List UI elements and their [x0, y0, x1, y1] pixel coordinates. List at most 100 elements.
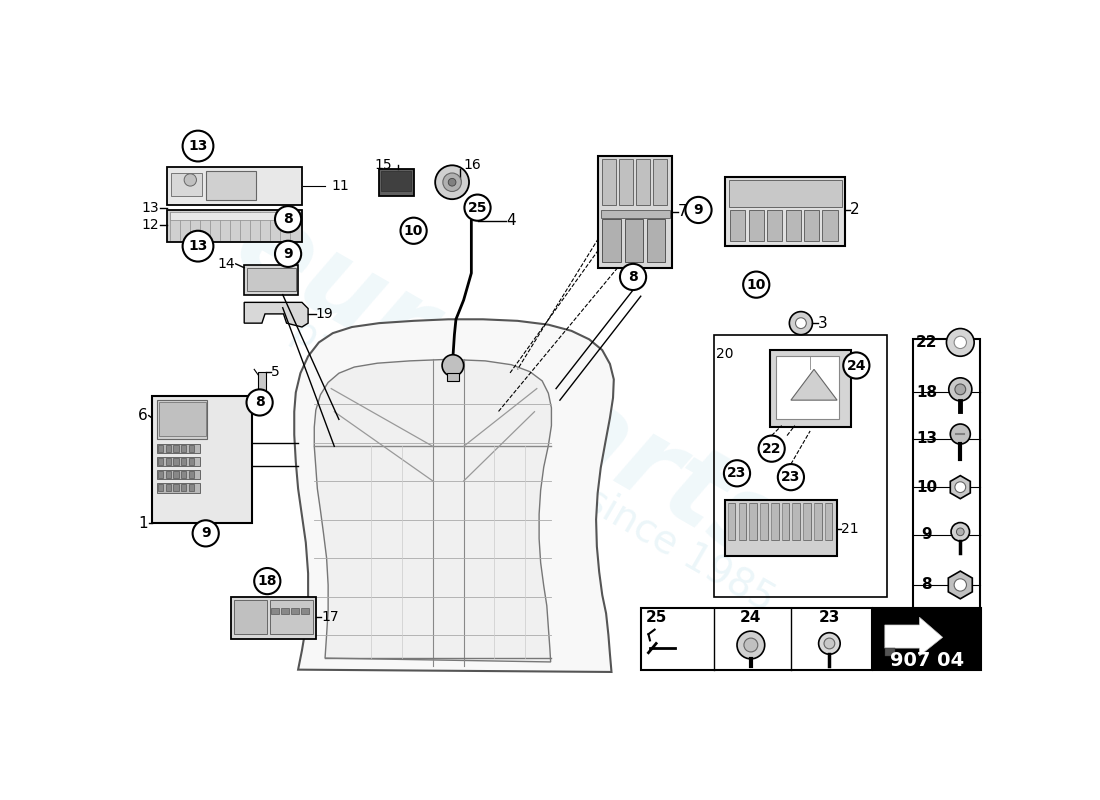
Bar: [166, 458, 172, 465]
Polygon shape: [244, 302, 308, 327]
Bar: [157, 400, 207, 438]
Text: 12: 12: [142, 218, 160, 232]
Text: 8: 8: [255, 395, 264, 410]
Bar: [749, 502, 757, 539]
Text: 9: 9: [694, 203, 703, 217]
Bar: [246, 268, 296, 291]
Bar: [378, 169, 414, 196]
Circle shape: [954, 336, 967, 349]
Text: 18: 18: [916, 385, 937, 400]
Bar: [234, 599, 266, 634]
Text: 14: 14: [218, 257, 235, 271]
Text: 3: 3: [818, 316, 827, 330]
Bar: [301, 608, 309, 614]
Text: 13: 13: [188, 139, 208, 153]
Text: 9: 9: [201, 526, 210, 540]
Bar: [776, 356, 838, 419]
Bar: [174, 445, 178, 452]
Text: 7: 7: [678, 204, 688, 219]
Bar: [292, 608, 299, 614]
Text: 10: 10: [747, 278, 766, 292]
Text: 9: 9: [921, 527, 932, 542]
Bar: [640, 608, 871, 670]
Text: 25: 25: [468, 201, 487, 214]
Circle shape: [442, 354, 464, 376]
Text: 22: 22: [915, 335, 937, 350]
Circle shape: [400, 218, 427, 244]
Circle shape: [778, 464, 804, 490]
Circle shape: [744, 271, 769, 298]
Bar: [603, 219, 620, 262]
Polygon shape: [950, 476, 970, 498]
Text: 8: 8: [283, 212, 293, 226]
Bar: [206, 170, 255, 200]
Polygon shape: [791, 370, 837, 400]
Text: 8: 8: [921, 578, 932, 593]
Text: 22: 22: [762, 442, 781, 456]
Text: 11: 11: [331, 179, 349, 193]
Bar: [653, 159, 667, 206]
Circle shape: [449, 178, 456, 186]
Bar: [182, 445, 186, 452]
Bar: [244, 266, 298, 294]
Polygon shape: [884, 648, 895, 656]
Bar: [189, 471, 194, 478]
Bar: [767, 210, 782, 241]
Text: 18: 18: [257, 574, 277, 588]
Circle shape: [957, 528, 964, 536]
Bar: [174, 484, 178, 491]
Polygon shape: [948, 571, 972, 599]
Bar: [167, 210, 301, 242]
Circle shape: [724, 460, 750, 486]
Bar: [158, 402, 206, 435]
Circle shape: [759, 435, 784, 462]
Bar: [825, 502, 833, 539]
Bar: [182, 484, 186, 491]
Bar: [619, 159, 634, 206]
Circle shape: [275, 241, 301, 267]
Bar: [726, 500, 837, 556]
Circle shape: [955, 482, 966, 493]
Bar: [157, 483, 199, 493]
Bar: [271, 608, 278, 614]
Bar: [158, 484, 164, 491]
Bar: [728, 502, 736, 539]
Bar: [601, 210, 670, 218]
Bar: [167, 167, 301, 206]
Text: 19: 19: [316, 307, 333, 321]
Bar: [714, 334, 887, 597]
Text: 15: 15: [374, 158, 392, 172]
Circle shape: [192, 520, 219, 546]
Text: 8: 8: [628, 270, 638, 284]
Text: 6: 6: [139, 408, 147, 423]
Bar: [157, 457, 199, 466]
Circle shape: [737, 631, 764, 659]
Bar: [169, 212, 300, 220]
Circle shape: [443, 173, 461, 191]
Circle shape: [246, 390, 273, 415]
Text: 25: 25: [646, 610, 667, 625]
Text: 24: 24: [847, 358, 866, 373]
Circle shape: [275, 206, 301, 232]
Text: 20: 20: [716, 347, 734, 361]
Circle shape: [795, 318, 806, 329]
Circle shape: [946, 329, 975, 356]
Circle shape: [952, 522, 969, 541]
Circle shape: [744, 638, 758, 652]
Bar: [157, 470, 199, 479]
Bar: [158, 471, 164, 478]
Bar: [749, 210, 763, 241]
Bar: [782, 502, 790, 539]
Bar: [382, 171, 410, 190]
Bar: [598, 156, 671, 268]
Bar: [728, 180, 842, 207]
Bar: [282, 608, 289, 614]
Text: 23: 23: [818, 610, 840, 625]
Bar: [189, 445, 194, 452]
Bar: [182, 458, 186, 465]
Bar: [647, 219, 666, 262]
Bar: [803, 502, 811, 539]
Text: 17: 17: [321, 610, 339, 624]
Polygon shape: [884, 618, 943, 656]
Text: 907 04: 907 04: [890, 651, 965, 670]
